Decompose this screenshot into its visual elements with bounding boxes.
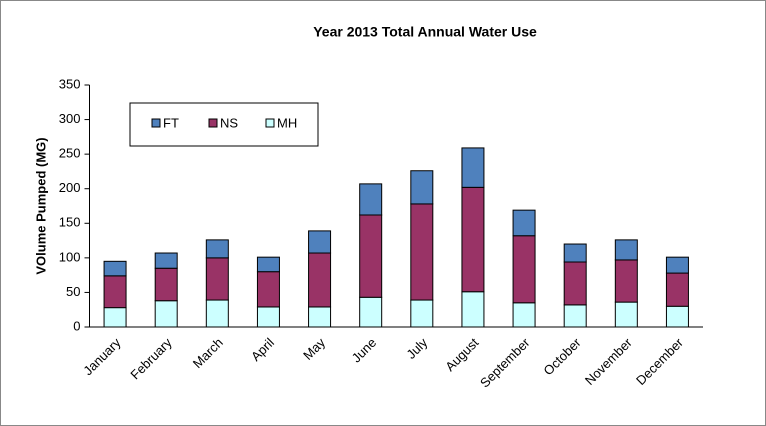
bar-segment: [205, 299, 229, 328]
bar-segment: [563, 261, 587, 306]
legend-label: MH: [277, 115, 297, 130]
bar-segment: [308, 252, 332, 308]
bar-segment: [308, 306, 332, 328]
y-tick-label: 250: [59, 146, 81, 161]
bar-segment: [359, 214, 383, 298]
legend-box: [129, 102, 319, 147]
y-tick-label: 300: [59, 111, 81, 126]
bar-segment: [359, 296, 383, 328]
bar-segment: [563, 243, 587, 263]
legend-swatch: [208, 118, 218, 128]
chart-title: Year 2013 Total Annual Water Use: [313, 24, 537, 40]
y-tick-label: 50: [66, 284, 80, 299]
bar-segment: [512, 209, 536, 237]
bar-segment: [410, 299, 434, 328]
y-tick-label: 200: [59, 180, 81, 195]
legend-swatch: [265, 118, 275, 128]
y-tick-label: 150: [59, 215, 81, 230]
bar-segment: [308, 230, 332, 254]
bar-segment: [665, 256, 689, 274]
bar-segment: [410, 170, 434, 205]
bar-segment: [205, 257, 229, 301]
bar-segment: [154, 300, 178, 328]
bar-segment: [614, 239, 638, 261]
bar-segment: [154, 252, 178, 269]
bar-segment: [461, 186, 485, 293]
y-tick-label: 100: [59, 249, 81, 264]
y-tick-label: 0: [73, 318, 80, 333]
bar-segment: [665, 272, 689, 307]
legend-swatch: [151, 118, 161, 128]
bar-segment: [359, 183, 383, 216]
bar-segment: [205, 239, 229, 259]
bar-segment: [103, 307, 127, 328]
bar-segment: [461, 147, 485, 188]
bar-segment: [665, 305, 689, 328]
bar-segment: [154, 267, 178, 302]
bar-segment: [461, 291, 485, 328]
bar-segment: [512, 302, 536, 328]
bar-segment: [103, 260, 127, 277]
legend-label: FT: [163, 115, 179, 130]
bar-segment: [563, 304, 587, 328]
bar-segment: [103, 275, 127, 309]
bar-segment: [614, 301, 638, 328]
y-tick-label: 350: [59, 76, 81, 91]
bar-segment: [614, 259, 638, 303]
bar-segment: [256, 256, 280, 273]
y-axis-title: VOlume Pumped (MG): [33, 137, 48, 274]
bar-segment: [512, 235, 536, 304]
legend-label: NS: [220, 115, 238, 130]
bar-segment: [256, 306, 280, 328]
bar-segment: [256, 271, 280, 308]
bar-segment: [410, 203, 434, 301]
